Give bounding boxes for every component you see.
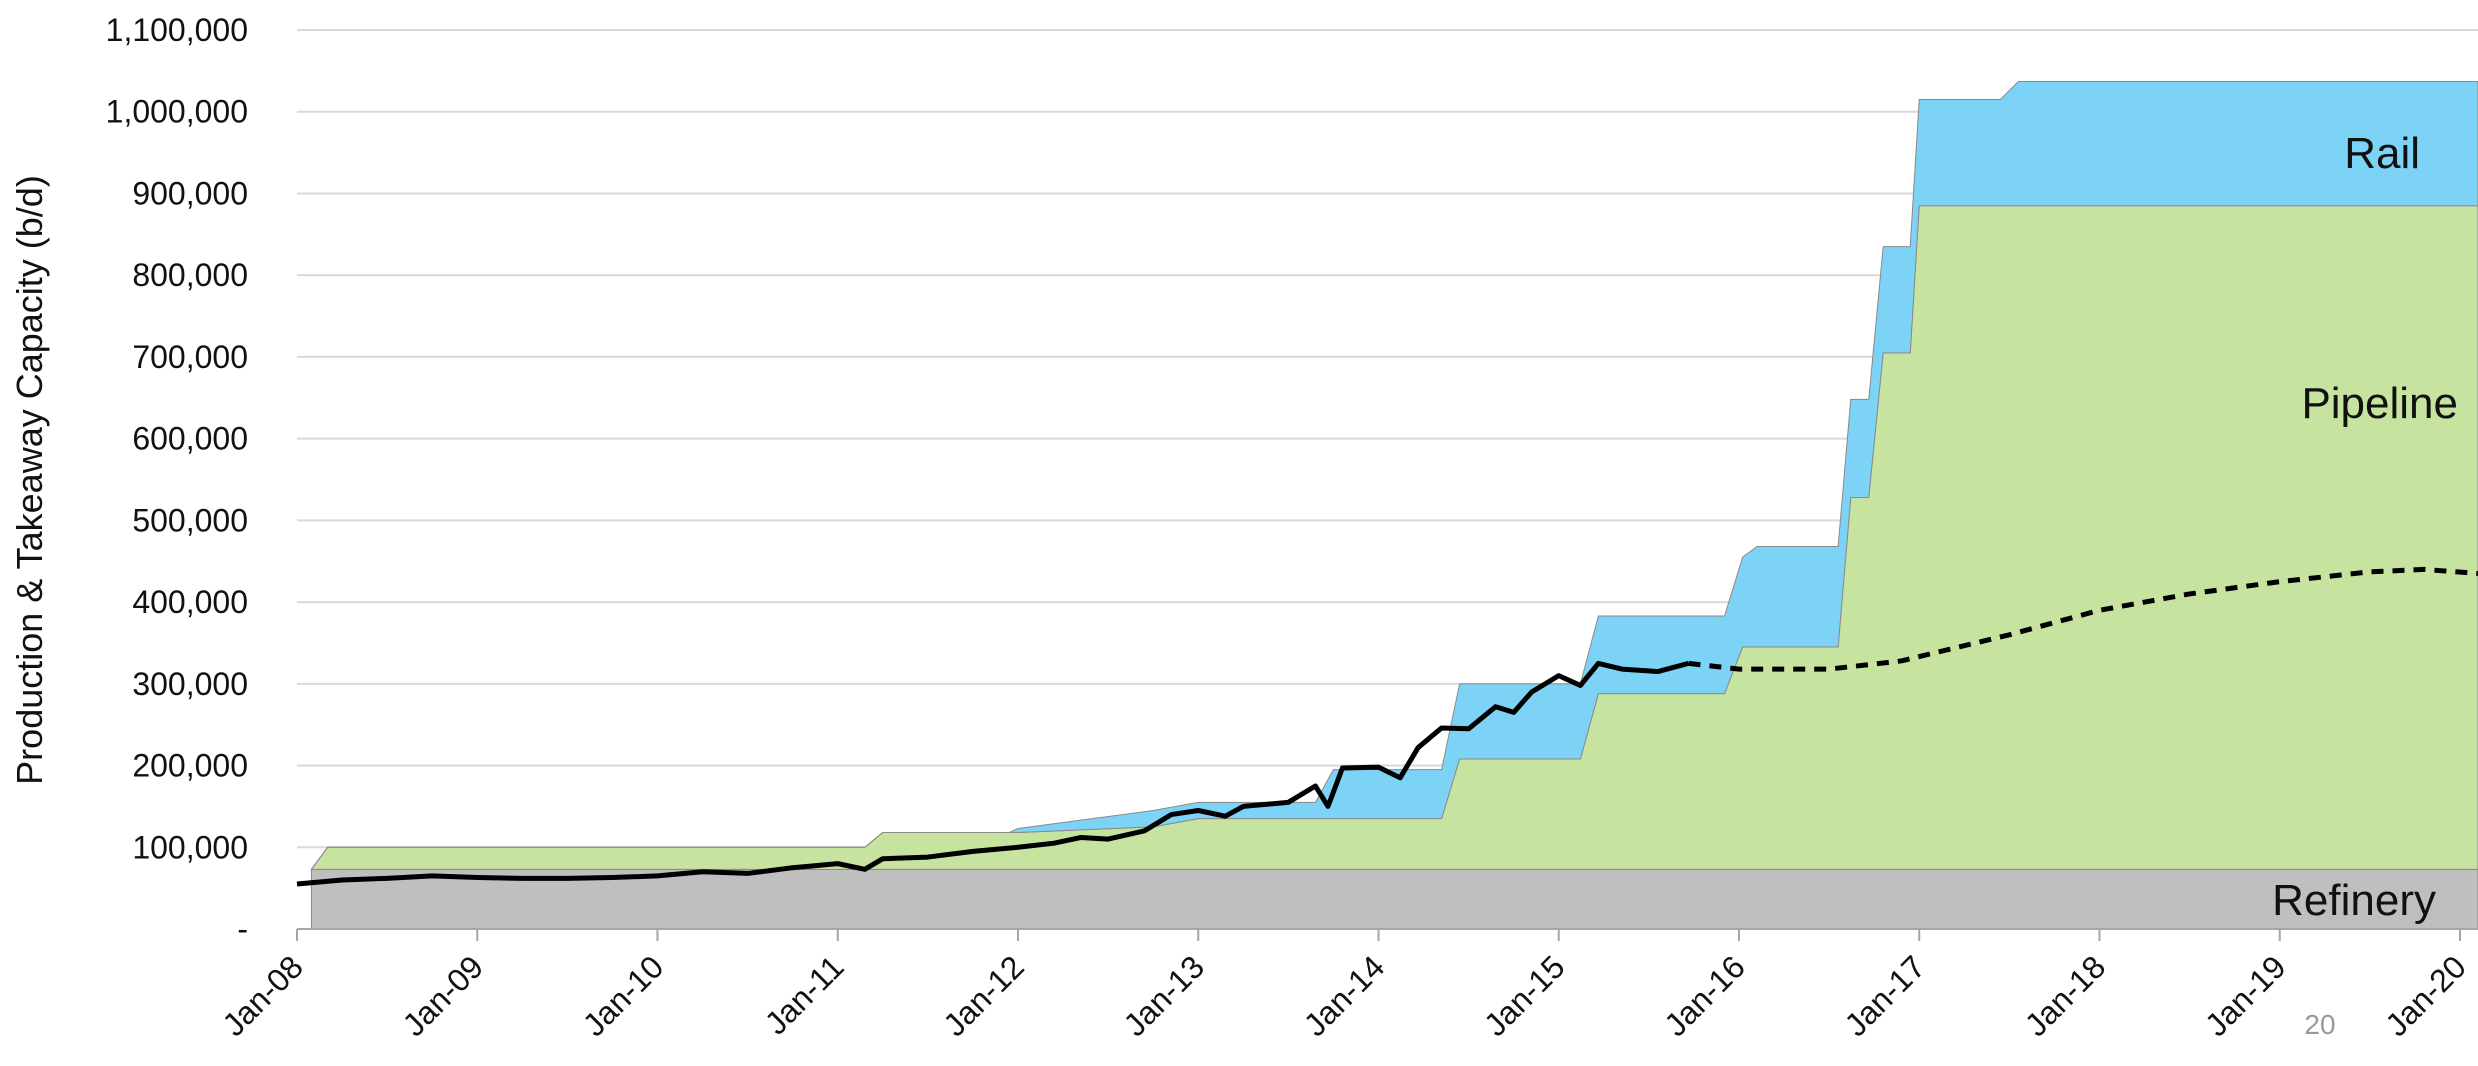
y-tick-label: 600,000	[132, 421, 248, 457]
x-tick-label: Jan-12	[936, 948, 1031, 1043]
y-tick-label: -	[237, 911, 248, 947]
y-axis-label: Production & Takeaway Capacity (b/d)	[9, 175, 50, 785]
y-tick-label: 100,000	[132, 829, 248, 865]
y-tick-label: 1,100,000	[106, 12, 248, 48]
production-line	[1688, 566, 2478, 672]
x-tick-label: Jan-17	[1838, 948, 1933, 1043]
y-tick-label: 800,000	[132, 257, 248, 293]
y-tick-label: 1,000,000	[106, 94, 248, 130]
x-tick-label: Jan-20	[2378, 948, 2473, 1043]
area	[311, 80, 2478, 870]
area-label: Pipeline	[2301, 379, 2458, 428]
production-line	[296, 660, 1690, 887]
x-tick-label: Jan-19	[2198, 948, 2293, 1043]
y-tick-label: 200,000	[132, 748, 248, 784]
x-tick-label: Jan-14	[1297, 948, 1392, 1043]
x-tick-label: Jan-10	[576, 948, 671, 1043]
y-tick-label: 400,000	[132, 584, 248, 620]
x-tick-label: Jan-13	[1117, 948, 1212, 1043]
y-tick-label: 300,000	[132, 666, 248, 702]
x-tick-label: Jan-15	[1477, 948, 1572, 1043]
x-tick-label: Jan-08	[215, 948, 310, 1043]
x-tick-label: Jan-11	[758, 948, 851, 1041]
y-tick-label: 500,000	[132, 502, 248, 538]
x-tick-label: Jan-09	[396, 948, 491, 1043]
area-label: Refinery	[2272, 876, 2436, 925]
y-tick-label: 700,000	[132, 339, 248, 375]
x-tick-label: Jan-16	[1657, 948, 1752, 1043]
area-label: Rail	[2344, 129, 2420, 178]
x-tick-label: Jan-18	[2018, 948, 2113, 1043]
page-number: 20	[2304, 1009, 2335, 1040]
y-tick-label: 900,000	[132, 175, 248, 211]
